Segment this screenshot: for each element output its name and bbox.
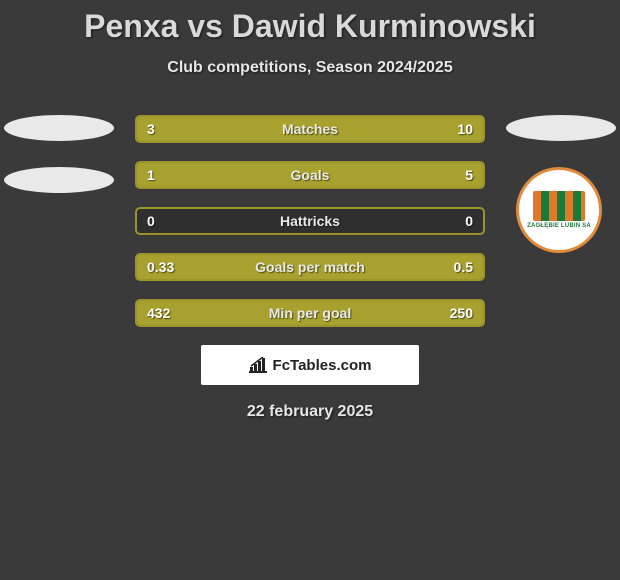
stat-value-left: 3 [147, 121, 207, 137]
stat-label: Min per goal [207, 305, 413, 321]
stat-label: Hattricks [207, 213, 413, 229]
stat-row: 432Min per goal250 [135, 299, 485, 327]
stat-value-right: 10 [413, 121, 473, 137]
stat-rows: 3Matches101Goals50Hattricks00.33Goals pe… [135, 115, 485, 327]
stat-value-right: 250 [413, 305, 473, 321]
stat-label: Matches [207, 121, 413, 137]
footer-brand-text: FcTables.com [273, 357, 372, 374]
player-left-placeholder-2 [4, 167, 114, 193]
club-badge-inner: ZAGŁĘBIE LUBIN SA [527, 191, 591, 229]
chart-icon [249, 357, 267, 373]
stat-label: Goals [207, 167, 413, 183]
player-right-placeholder [506, 115, 616, 141]
stat-value-left: 0.33 [147, 259, 207, 275]
stat-value-right: 0.5 [413, 259, 473, 275]
stat-value-right: 5 [413, 167, 473, 183]
stat-value-left: 432 [147, 305, 207, 321]
footer-date: 22 february 2025 [0, 403, 620, 421]
stat-row: 0Hattricks0 [135, 207, 485, 235]
comparison-card: Penxa vs Dawid Kurminowski Club competit… [0, 0, 620, 421]
stat-value-left: 1 [147, 167, 207, 183]
club-badge-right: ZAGŁĘBIE LUBIN SA [516, 167, 602, 253]
stat-row: 3Matches10 [135, 115, 485, 143]
page-title: Penxa vs Dawid Kurminowski [0, 8, 620, 45]
club-badge-stripes-icon [533, 191, 585, 221]
stat-label: Goals per match [207, 259, 413, 275]
stat-row: 1Goals5 [135, 161, 485, 189]
club-badge-label: ZAGŁĘBIE LUBIN SA [527, 223, 591, 229]
player-left-placeholder-1 [4, 115, 114, 141]
footer-brand-box[interactable]: FcTables.com [201, 345, 419, 385]
season-subtitle: Club competitions, Season 2024/2025 [0, 59, 620, 77]
stat-value-right: 0 [413, 213, 473, 229]
stat-value-left: 0 [147, 213, 207, 229]
stats-area: ZAGŁĘBIE LUBIN SA 3Matches101Goals50Hatt… [0, 115, 620, 421]
stat-row: 0.33Goals per match0.5 [135, 253, 485, 281]
